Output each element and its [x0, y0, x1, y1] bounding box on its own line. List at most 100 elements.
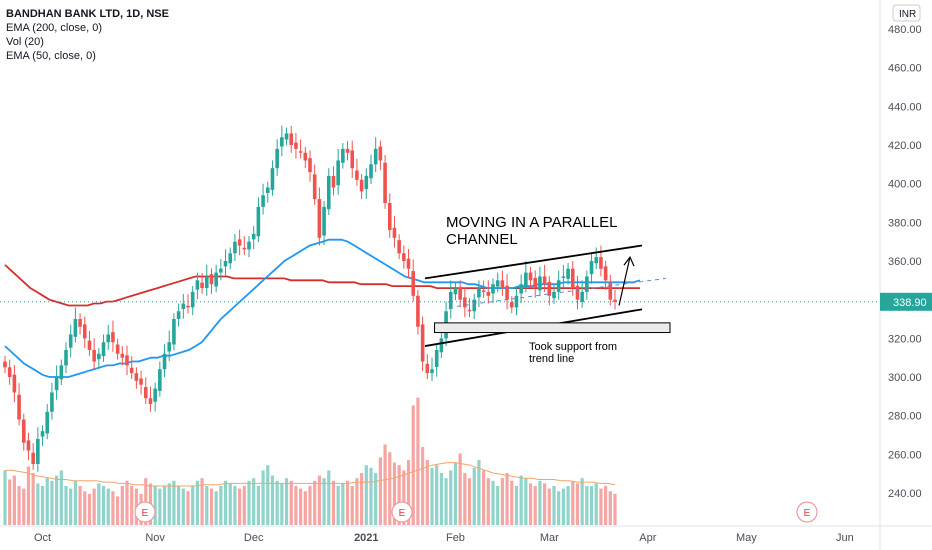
channel-upper-line: [424, 244, 643, 280]
volume-bar: [402, 470, 406, 525]
volume-bar: [247, 480, 251, 525]
annotation-support: Took support from: [529, 341, 617, 353]
volume-bar: [83, 491, 87, 525]
projection-arrow-head: [623, 255, 635, 267]
candle-body: [176, 311, 181, 319]
volume-bar: [270, 475, 275, 525]
volume-bar: [26, 466, 31, 525]
candle-body: [12, 374, 17, 393]
candle-body: [467, 309, 472, 312]
volume-bar: [219, 486, 223, 525]
y-tick-label: 440.00: [888, 101, 922, 113]
volume-bar: [444, 478, 448, 525]
volume-bar: [186, 491, 190, 525]
candle-body: [31, 452, 35, 464]
volume-bar: [589, 486, 594, 525]
candle-body: [219, 268, 223, 273]
volume-bar: [111, 491, 115, 525]
candle-body: [556, 280, 561, 292]
candle-body: [40, 431, 45, 437]
volume-bar: [496, 486, 500, 525]
candle-body: [364, 175, 369, 190]
earnings-marker: [391, 501, 413, 523]
volume-bar: [266, 465, 270, 525]
candle-body: [425, 363, 430, 374]
y-tick-label: 280.00: [888, 411, 922, 423]
candle-body: [463, 297, 467, 308]
volume-bar: [101, 486, 106, 525]
y-tick-label: 300.00: [888, 372, 922, 384]
volume-bar: [421, 447, 425, 525]
volume-bar: [458, 453, 462, 525]
candle-body: [73, 319, 78, 337]
candle-body: [336, 160, 340, 186]
candle-body: [500, 280, 505, 289]
candle-body: [64, 349, 68, 366]
volume-bar: [73, 480, 77, 525]
volume-bar: [45, 478, 49, 525]
candle-body: [359, 179, 364, 192]
volume-bar: [472, 467, 476, 525]
candle-body: [542, 276, 547, 285]
volume-bar: [78, 486, 82, 525]
volume-bar: [543, 483, 547, 525]
candle-body: [59, 365, 64, 380]
x-tick-label: Apr: [639, 532, 656, 544]
volume-bar: [153, 486, 157, 525]
candle-body: [172, 319, 176, 345]
candle-body: [486, 291, 491, 296]
candle-body: [190, 291, 195, 308]
candle-body: [495, 280, 500, 287]
candle-body: [45, 411, 50, 434]
volume-bar: [261, 470, 265, 525]
candle-body: [524, 272, 528, 287]
volume-bar: [40, 486, 45, 525]
candle-body: [115, 344, 120, 354]
x-tick-label: 2021: [354, 532, 378, 544]
x-tick-label: Oct: [34, 532, 51, 544]
candle-body: [477, 288, 481, 298]
candle-body: [580, 291, 584, 302]
candle-body: [566, 268, 570, 279]
volume-bar: [364, 465, 368, 525]
candle-body: [181, 303, 186, 309]
candle-body: [575, 285, 580, 300]
volume-bar: [125, 480, 129, 525]
candle-body: [608, 282, 613, 300]
candle-body: [111, 332, 115, 343]
volume-bar: [392, 462, 397, 525]
y-tick-label: 380.00: [888, 217, 922, 229]
volume-bar: [482, 470, 486, 525]
volume-bar: [181, 488, 185, 525]
symbol-title[interactable]: BANDHAN BANK LTD, 1D, NSE: [6, 8, 169, 20]
candle-body: [434, 349, 439, 367]
volume-bar: [613, 493, 617, 525]
volume-bar: [327, 470, 331, 525]
candle-body: [406, 258, 411, 269]
volume-bar: [449, 470, 453, 525]
ema200-line: [4, 264, 640, 307]
candle-body: [303, 152, 308, 161]
candle-body: [247, 241, 251, 250]
candle-body: [317, 199, 322, 238]
volume-bar: [467, 478, 472, 525]
indicator-ema50-label[interactable]: EMA (50, close, 0): [6, 50, 96, 62]
candle-body: [561, 276, 566, 279]
volume-bar: [209, 488, 214, 525]
candle-body: [148, 398, 153, 405]
candle-body: [233, 241, 237, 254]
earnings-marker-label: E: [399, 508, 406, 519]
candle-body: [528, 272, 533, 281]
volume-bar: [308, 486, 312, 525]
volume-bar: [369, 467, 373, 525]
indicator-ema200-label[interactable]: EMA (200, close, 0): [6, 22, 102, 34]
candle-body: [134, 373, 139, 381]
candle-body: [26, 440, 31, 451]
indicator-volume-label[interactable]: Vol (20): [6, 36, 44, 48]
candle-body: [153, 388, 157, 402]
volume-bar: [528, 483, 533, 525]
candle-body: [533, 278, 538, 289]
candle-body: [345, 148, 350, 153]
candle-body: [167, 342, 172, 352]
